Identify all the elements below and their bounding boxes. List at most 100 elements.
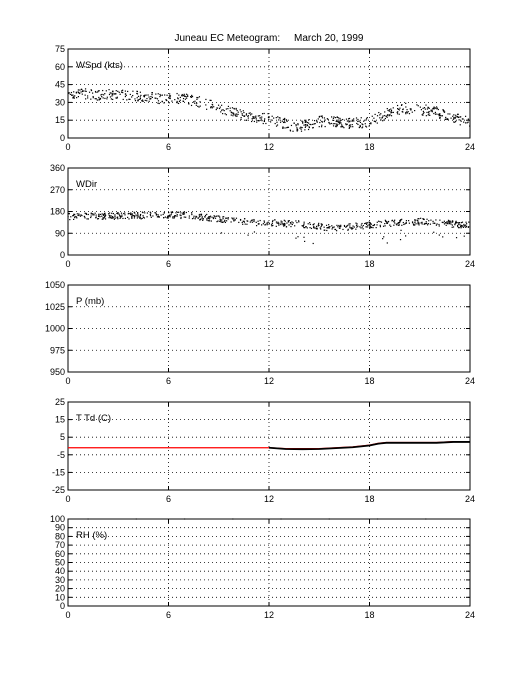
data-point	[339, 121, 341, 124]
data-point	[414, 221, 416, 223]
data-point	[222, 113, 224, 115]
data-point	[301, 126, 303, 129]
data-point	[305, 125, 307, 127]
data-point	[405, 222, 407, 224]
data-point	[406, 109, 408, 111]
data-point	[219, 106, 221, 108]
data-point	[318, 115, 321, 118]
data-point	[137, 216, 139, 218]
data-point	[243, 221, 246, 223]
y-tick-label: 25	[55, 397, 65, 407]
data-point	[201, 216, 203, 218]
data-point	[338, 123, 341, 125]
data-point	[286, 119, 288, 121]
data-point	[156, 216, 159, 218]
data-point	[328, 227, 330, 229]
data-point	[87, 213, 89, 216]
data-point	[251, 219, 253, 221]
data-point	[95, 217, 97, 219]
x-tick-label: 0	[65, 259, 70, 269]
data-point	[284, 117, 286, 120]
data-point	[379, 226, 382, 228]
data-point	[373, 120, 375, 122]
series-1	[68, 88, 471, 132]
data-point	[233, 220, 235, 222]
data-point	[175, 212, 177, 214]
data-point	[266, 224, 268, 226]
data-point	[176, 215, 178, 217]
data-point	[385, 220, 387, 222]
data-point	[399, 107, 401, 109]
data-point	[420, 109, 423, 111]
data-point	[450, 223, 452, 225]
data-point	[365, 222, 367, 224]
data-point	[283, 219, 285, 221]
y-tick-label: 360	[50, 163, 65, 173]
data-point	[414, 110, 416, 112]
data-point	[328, 122, 330, 124]
data-point	[287, 126, 290, 128]
data-point	[460, 222, 462, 224]
data-point	[375, 227, 377, 229]
data-point	[86, 218, 88, 220]
data-point	[333, 116, 335, 118]
data-point	[390, 111, 392, 113]
data-point	[70, 216, 72, 218]
data-point	[343, 127, 345, 129]
data-point	[98, 98, 100, 100]
data-point	[267, 221, 269, 223]
data-point	[399, 219, 402, 221]
data-point	[338, 227, 340, 229]
data-point	[246, 223, 248, 225]
data-point	[139, 96, 141, 98]
data-point	[257, 115, 259, 117]
data-point	[277, 116, 279, 118]
data-point	[458, 226, 460, 229]
data-point	[170, 214, 172, 216]
data-point	[348, 125, 350, 127]
data-point	[128, 212, 130, 214]
data-point	[229, 107, 231, 109]
data-point	[278, 119, 280, 121]
data-point	[174, 99, 176, 101]
data-point	[104, 215, 106, 217]
data-point	[405, 220, 408, 222]
data-point	[205, 104, 207, 106]
data-point	[82, 90, 84, 92]
data-point	[185, 96, 187, 98]
data-point	[313, 123, 315, 125]
data-point	[439, 219, 441, 221]
data-point	[197, 217, 199, 219]
data-point	[76, 97, 78, 99]
data-point	[257, 119, 259, 122]
data-point	[451, 224, 453, 226]
data-point	[176, 102, 178, 104]
data-point	[318, 224, 320, 227]
data-point	[439, 117, 441, 119]
data-point	[108, 93, 111, 96]
data-point	[277, 221, 279, 223]
data-point	[462, 225, 464, 227]
data-point	[238, 221, 240, 224]
data-point	[443, 220, 445, 222]
data-point	[352, 225, 354, 227]
data-point	[332, 125, 335, 127]
data-point	[253, 120, 255, 123]
series-1	[67, 211, 470, 245]
data-point	[430, 110, 432, 112]
data-point	[369, 222, 371, 224]
data-point	[157, 214, 159, 216]
data-point	[207, 220, 209, 222]
data-point	[211, 107, 213, 109]
data-point	[93, 214, 95, 216]
data-point	[370, 223, 372, 225]
data-point	[215, 215, 218, 217]
data-point	[168, 95, 170, 97]
data-point	[382, 120, 384, 122]
data-point	[224, 221, 226, 224]
data-point	[306, 121, 308, 124]
data-point	[268, 116, 270, 118]
data-point	[350, 227, 353, 229]
data-point	[285, 226, 288, 228]
data-point	[119, 217, 121, 219]
